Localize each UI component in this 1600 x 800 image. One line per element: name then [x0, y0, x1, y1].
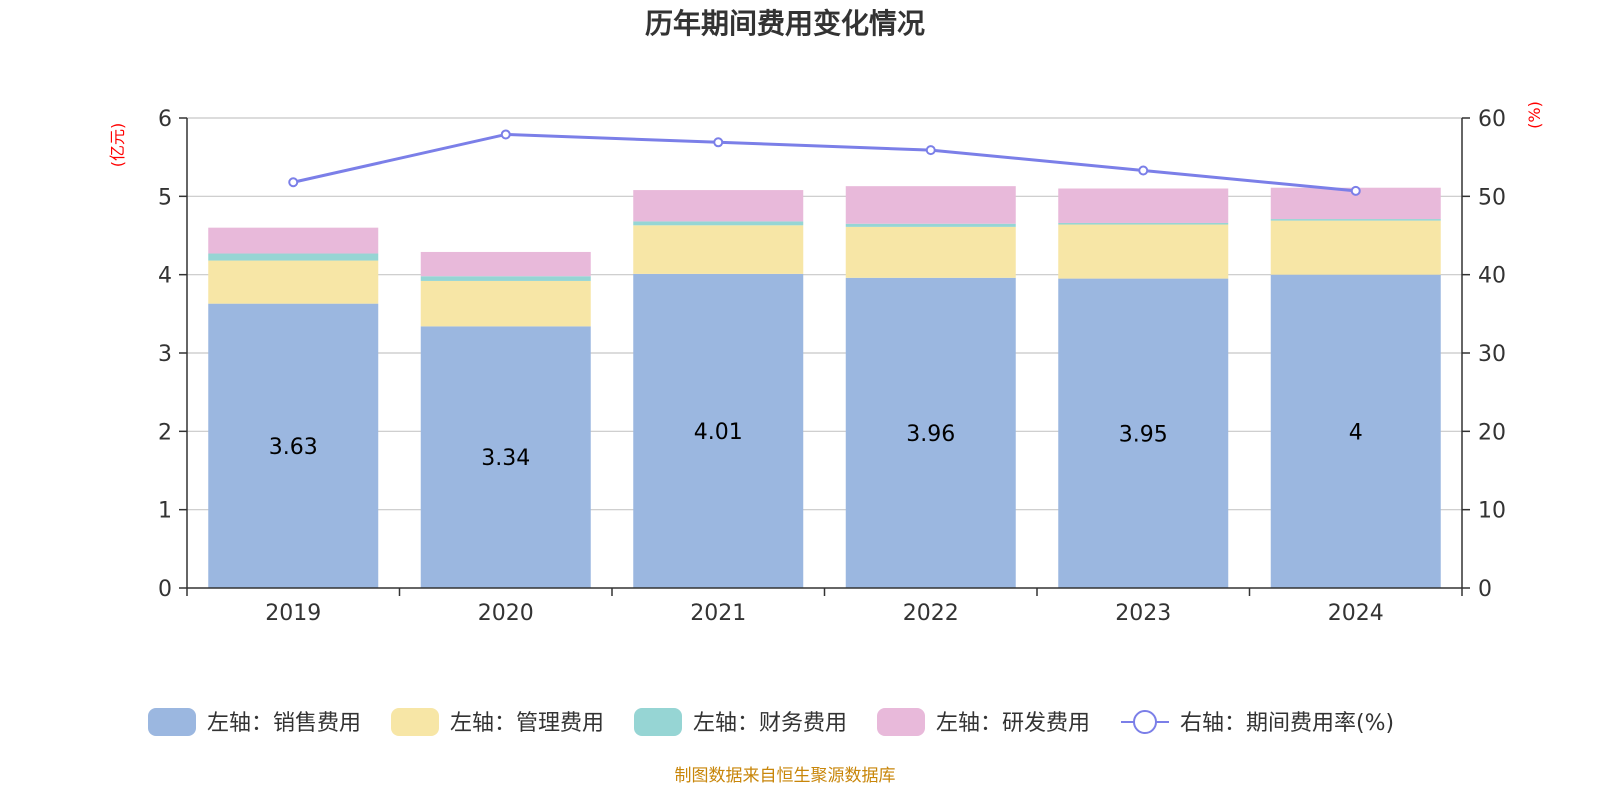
right-tick-label: 60: [1478, 107, 1506, 132]
bar-2-2020: [420, 280, 591, 327]
x-tick-label: 2022: [903, 601, 959, 626]
bar-3-2019: [208, 253, 379, 261]
bar-2-2024: [1270, 220, 1441, 275]
bar-3-2021: [633, 221, 804, 226]
bar-4-2022: [845, 186, 1016, 224]
right-tick-label: 30: [1478, 342, 1506, 367]
line-point: [1138, 165, 1149, 176]
left-tick-label: 2: [158, 420, 172, 445]
bar-3-2022: [845, 223, 1016, 227]
legend-label: 左轴：销售费用: [207, 711, 361, 736]
bar-4-2021: [633, 190, 804, 222]
bar-2-2021: [633, 225, 804, 274]
bar-2-2022: [845, 226, 1016, 278]
legend-label: 右轴：期间费用率(%): [1180, 711, 1394, 736]
bar-3-2024: [1270, 219, 1441, 221]
right-tick-label: 0: [1478, 577, 1492, 602]
x-tick-label: 2019: [265, 601, 321, 626]
bar-1-2023: [1058, 278, 1229, 588]
bar-4-2023: [1058, 188, 1229, 223]
left-tick-label: 0: [158, 577, 172, 602]
left-axis-unit: (亿元): [108, 123, 127, 168]
x-tick-label: 2020: [478, 601, 534, 626]
x-tick-label: 2024: [1328, 601, 1384, 626]
line-series: [292, 132, 1356, 193]
right-tick-label: 20: [1478, 420, 1506, 445]
line-layer: [288, 129, 1361, 196]
grid-layer: [187, 117, 1462, 511]
bar-4-2019: [208, 227, 379, 254]
bar-3-2023: [1058, 222, 1229, 225]
right-tick-label: 10: [1478, 499, 1506, 524]
bar-data-label: 3.34: [481, 446, 530, 471]
bar-data-label: 3.63: [269, 435, 318, 460]
line-point: [500, 129, 511, 140]
legend-swatch: [148, 708, 196, 736]
bar-1-2021: [633, 273, 804, 588]
legend-swatch: [391, 708, 439, 736]
left-tick-label: 6: [158, 107, 172, 132]
legend-swatch: [634, 708, 682, 736]
legend-label: 左轴：财务费用: [693, 711, 847, 736]
bar-1-2020: [420, 326, 591, 588]
line-point: [925, 145, 936, 156]
chart-title: 历年期间费用变化情况: [645, 7, 925, 40]
line-point: [713, 137, 724, 148]
line-point: [1350, 185, 1361, 196]
bar-data-label: 4.01: [694, 420, 743, 445]
right-tick-label: 50: [1478, 185, 1506, 210]
legend-label: 左轴：研发费用: [936, 711, 1090, 736]
bar-1-2022: [845, 277, 1016, 588]
left-tick-label: 1: [158, 499, 172, 524]
line-point: [288, 177, 299, 188]
bar-1-2019: [208, 303, 379, 588]
bar-2-2023: [1058, 224, 1229, 279]
bars-layer: 3.63 3.34 4.01 3.96 3.95 4: [208, 186, 1441, 588]
legend-label: 左轴：管理费用: [450, 711, 604, 736]
bar-data-label: 3.95: [1119, 422, 1168, 447]
bar-data-label: 3.96: [906, 422, 955, 447]
data-source: 制图数据来自恒生聚源数据库: [675, 766, 896, 786]
bar-3-2020: [420, 276, 591, 281]
legend-swatch: [877, 708, 925, 736]
left-tick-label: 4: [158, 264, 172, 289]
x-tick-label: 2021: [690, 601, 746, 626]
bar-1-2024: [1270, 274, 1441, 588]
x-tick-label: 2023: [1115, 601, 1171, 626]
legend-circle-marker: [1133, 710, 1157, 734]
left-tick-label: 5: [158, 185, 172, 210]
bar-2-2019: [208, 260, 379, 304]
right-axis-unit: (%): [1525, 101, 1544, 129]
right-tick-label: 40: [1478, 264, 1506, 289]
legend: 左轴：销售费用 左轴：管理费用 左轴：财务费用 左轴：研发费用 右轴：期间费用率(%): [148, 708, 1394, 736]
bar-data-label: 4: [1349, 420, 1363, 445]
left-tick-label: 3: [158, 342, 172, 367]
bar-4-2020: [420, 251, 591, 277]
